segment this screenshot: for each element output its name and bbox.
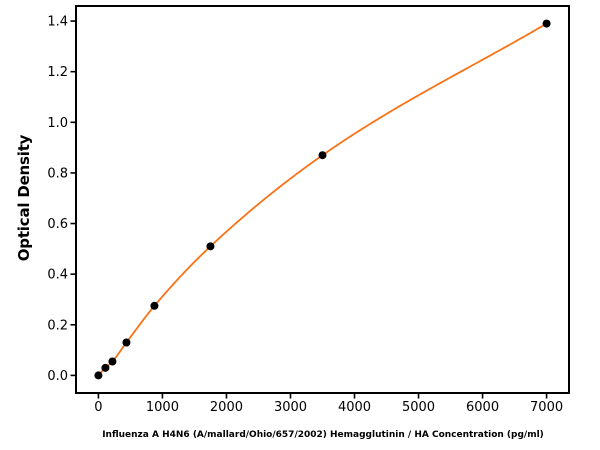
data-point xyxy=(318,151,327,160)
y-tick-label: 0.6 xyxy=(47,217,68,232)
y-tick-label: 1.0 xyxy=(47,116,68,131)
x-tick-label: 2000 xyxy=(210,400,243,415)
y-tick-label: 1.2 xyxy=(47,65,68,80)
data-point xyxy=(101,363,110,372)
x-tick-label: 6000 xyxy=(466,400,499,415)
data-point xyxy=(206,242,215,251)
y-tick-label: 0.2 xyxy=(47,318,68,333)
x-tick-label: 5000 xyxy=(402,400,435,415)
y-tick-label: 0.4 xyxy=(47,268,68,283)
x-tick-label: 1000 xyxy=(146,400,179,415)
data-point xyxy=(108,357,117,366)
x-tick-label: 4000 xyxy=(338,400,371,415)
x-tick-label: 3000 xyxy=(274,400,307,415)
data-point xyxy=(542,19,551,28)
x-axis-label: Influenza A H4N6 (A/mallard/Ohio/657/200… xyxy=(102,430,544,440)
y-tick-label: 0.0 xyxy=(47,369,68,384)
data-point xyxy=(122,338,131,347)
fit-curve xyxy=(97,22,548,377)
plot-spines xyxy=(75,5,570,394)
data-point xyxy=(150,301,159,310)
x-tick-label: 0 xyxy=(94,400,102,415)
x-tick-label: 7000 xyxy=(530,400,563,415)
y-tick-label: 0.8 xyxy=(47,166,68,181)
y-axis-label: Optical Density xyxy=(15,134,33,262)
y-tick-label: 1.4 xyxy=(47,15,68,30)
data-point xyxy=(94,371,103,380)
